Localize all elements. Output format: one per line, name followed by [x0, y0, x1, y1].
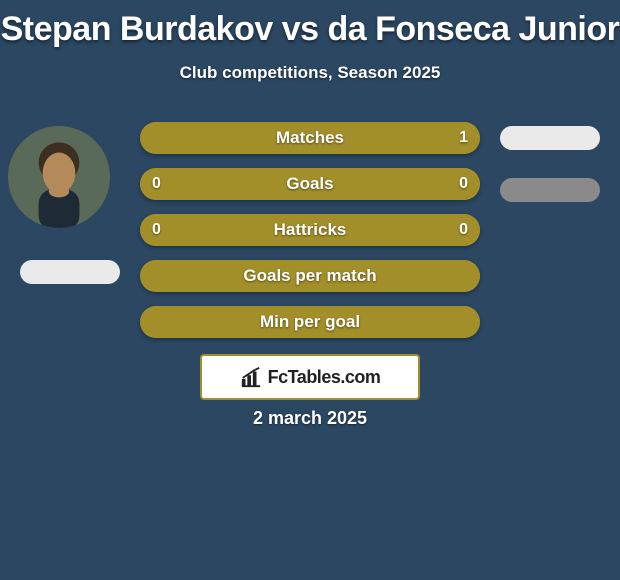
player-left-name-pill	[20, 260, 120, 284]
footer-date: 2 march 2025	[0, 408, 620, 429]
stat-label: Matches	[140, 122, 480, 154]
stat-row: 0 Goals 0	[140, 168, 480, 200]
player-right-sub-pill	[500, 178, 600, 202]
brand-badge: FcTables.com	[200, 354, 420, 400]
stat-row: Goals per match	[140, 260, 480, 292]
page-title: Stepan Burdakov vs da Fonseca Junior	[0, 0, 620, 49]
stat-right-value: 0	[459, 214, 468, 246]
stat-label: Min per goal	[140, 306, 480, 338]
player-left-avatar	[8, 126, 110, 228]
stat-row: 0 Hattricks 0	[140, 214, 480, 246]
bar-chart-icon	[240, 366, 262, 388]
stat-right-value: 0	[459, 168, 468, 200]
stat-row: Min per goal	[140, 306, 480, 338]
stat-label: Goals per match	[140, 260, 480, 292]
stat-label: Hattricks	[140, 214, 480, 246]
page-subtitle: Club competitions, Season 2025	[0, 63, 620, 83]
stat-label: Goals	[140, 168, 480, 200]
comparison-card: Stepan Burdakov vs da Fonseca Junior Clu…	[0, 0, 620, 580]
stat-rows: Matches 1 0 Goals 0 0 Hattricks 0 Goals …	[140, 122, 480, 352]
brand-text: FcTables.com	[268, 367, 381, 388]
stat-right-value: 1	[459, 122, 468, 154]
player-right-name-pill	[500, 126, 600, 150]
stat-row: Matches 1	[140, 122, 480, 154]
avatar-placeholder-icon	[8, 126, 110, 228]
